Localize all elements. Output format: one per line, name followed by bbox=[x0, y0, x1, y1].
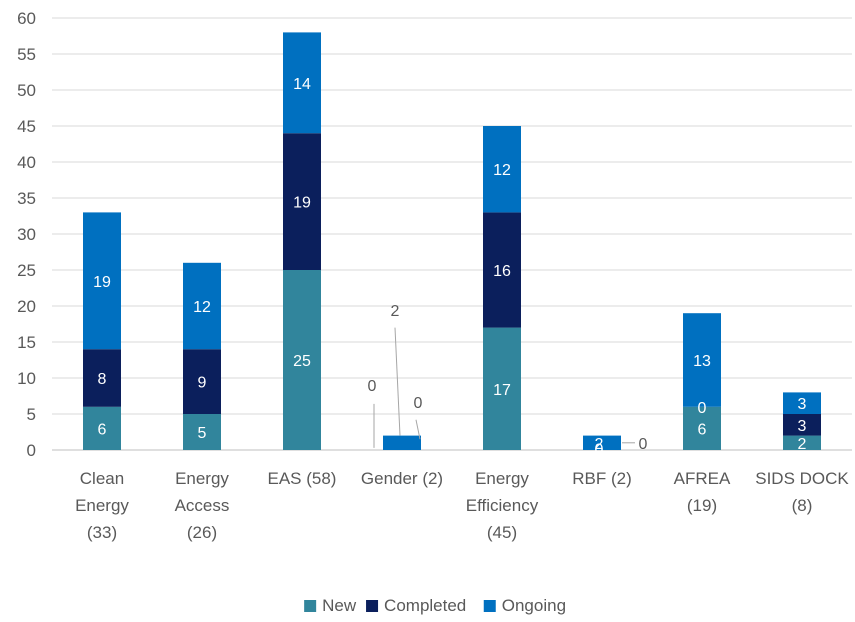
y-tick-label: 35 bbox=[17, 189, 36, 208]
bar-ongoing-2 bbox=[283, 32, 321, 134]
y-tick-label: 15 bbox=[17, 333, 36, 352]
x-category-label: Clean Energy (33) bbox=[75, 469, 129, 542]
bar-ongoing-5 bbox=[583, 435, 621, 450]
x-axis: Clean Energy (33) Energy Access (26) EAS (58) G… bbox=[75, 469, 849, 542]
bar-ongoing-4 bbox=[483, 126, 521, 213]
data-label-completed-0: 8 bbox=[98, 371, 107, 388]
data-label-completed-7: 3 bbox=[798, 418, 807, 435]
label-leader-line bbox=[394, 327, 401, 436]
bar-new-2 bbox=[283, 270, 321, 450]
bar-new-4 bbox=[483, 327, 521, 450]
bars bbox=[83, 32, 821, 450]
bar-new-1 bbox=[183, 414, 221, 450]
y-tick-label: 0 bbox=[27, 441, 36, 460]
y-tick-label: 55 bbox=[17, 45, 36, 64]
data-label-ongoing-2: 14 bbox=[293, 76, 311, 93]
legend-swatch bbox=[483, 600, 496, 612]
legend: New Completed Ongoing bbox=[304, 596, 566, 615]
legend-item-completed: Completed bbox=[366, 596, 466, 615]
y-tick-label: 40 bbox=[17, 153, 36, 172]
x-category-label: Energy Access (26) bbox=[175, 469, 230, 542]
x-category-label: Energy Efficiency (45) bbox=[466, 469, 539, 542]
x-category-label: AFREA (19) bbox=[674, 469, 731, 515]
bar-completed-7 bbox=[783, 414, 821, 436]
y-tick-label: 50 bbox=[17, 81, 36, 100]
bar-ongoing-7 bbox=[783, 392, 821, 414]
label-leader-line bbox=[415, 419, 421, 440]
bar-new-0 bbox=[83, 406, 121, 450]
legend-item-new: New bbox=[304, 596, 357, 615]
bar-completed-4 bbox=[483, 212, 521, 328]
bar-ongoing-0 bbox=[83, 212, 121, 350]
legend-label: New bbox=[322, 596, 357, 615]
y-tick-label: 20 bbox=[17, 297, 36, 316]
data-label-completed-3: 0 bbox=[414, 395, 423, 412]
bar-ongoing-1 bbox=[183, 262, 221, 350]
x-category-label: SIDS DOCK (8) bbox=[755, 469, 849, 515]
data-label-new-0: 6 bbox=[98, 421, 107, 438]
x-category-label: RBF (2) bbox=[572, 469, 632, 488]
data-label-new-5: 0 bbox=[595, 442, 604, 459]
data-label-ongoing-1: 12 bbox=[193, 299, 211, 316]
gridlines bbox=[52, 17, 852, 451]
data-label-new-4: 17 bbox=[493, 382, 511, 399]
data-label-completed-1: 9 bbox=[198, 375, 207, 392]
y-axis: 0 5 10 15 20 25 30 35 40 45 50 55 60 bbox=[17, 9, 36, 460]
data-label-new-7: 2 bbox=[798, 436, 807, 453]
data-label-completed-5: 0 bbox=[639, 436, 648, 453]
bar-new-6 bbox=[683, 406, 721, 450]
data-label-new-3: 0 bbox=[368, 378, 377, 395]
data-label-ongoing-6: 13 bbox=[693, 353, 711, 370]
data-label-new-6: 6 bbox=[698, 421, 707, 438]
y-tick-label: 30 bbox=[17, 225, 36, 244]
data-label-ongoing-5: 2 bbox=[595, 436, 604, 453]
x-category-label: EAS (58) bbox=[268, 469, 337, 488]
legend-swatch bbox=[366, 600, 379, 612]
y-tick-label: 5 bbox=[27, 405, 36, 424]
data-label-ongoing-7: 3 bbox=[798, 396, 807, 413]
data-label-ongoing-4: 12 bbox=[493, 162, 511, 179]
data-label-new-2: 25 bbox=[293, 353, 311, 370]
y-tick-label: 60 bbox=[17, 9, 36, 28]
bar-ongoing-3 bbox=[383, 435, 421, 450]
bar-completed-0 bbox=[83, 349, 121, 407]
bar-ongoing-6 bbox=[683, 313, 721, 407]
legend-label: Completed bbox=[384, 596, 466, 615]
bar-completed-2 bbox=[283, 133, 321, 270]
bar-completed-1 bbox=[183, 349, 221, 414]
data-label-new-1: 5 bbox=[198, 425, 207, 442]
legend-swatch bbox=[304, 600, 317, 612]
y-tick-label: 45 bbox=[17, 117, 36, 136]
data-label-completed-2: 19 bbox=[293, 195, 311, 212]
bar-new-7 bbox=[783, 435, 821, 450]
data-label-completed-4: 16 bbox=[493, 263, 511, 280]
legend-item-ongoing: Ongoing bbox=[483, 596, 566, 615]
data-label-ongoing-3: 2 bbox=[391, 303, 400, 320]
y-tick-label: 10 bbox=[17, 369, 36, 388]
data-label-completed-6: 0 bbox=[698, 400, 707, 417]
y-tick-label: 25 bbox=[17, 261, 36, 280]
x-category-label: Gender (2) bbox=[361, 469, 443, 488]
data-label-ongoing-0: 19 bbox=[93, 274, 111, 291]
legend-label: Ongoing bbox=[502, 596, 566, 615]
